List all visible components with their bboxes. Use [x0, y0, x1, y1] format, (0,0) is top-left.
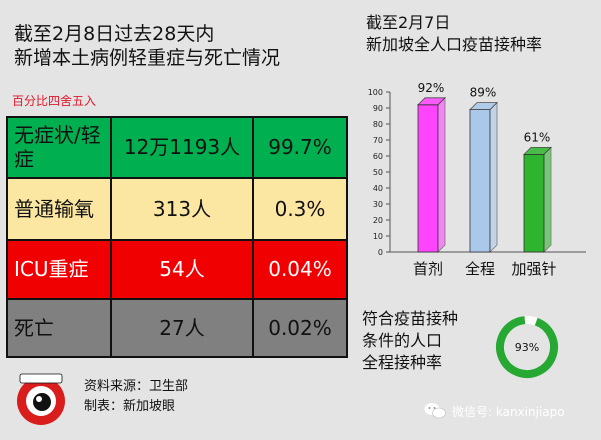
full-caption-line3: 全程接种率 — [362, 353, 443, 372]
donut-arc — [496, 316, 558, 378]
row-percent: 99.7% — [252, 116, 348, 179]
y-tick-label: 40 — [373, 184, 383, 193]
y-tick-label: 80 — [373, 120, 383, 129]
y-tick-label: 10 — [373, 232, 383, 241]
table-row-mild: 无症状/轻症 12万1193人 99.7% — [6, 116, 348, 179]
y-tick-label: 90 — [373, 104, 383, 113]
wechat-footer: 微信号: kanxinjiapo — [424, 402, 565, 420]
row-count: 313人 — [110, 176, 254, 242]
y-tick-label: 70 — [373, 136, 383, 145]
row-percent: 0.02% — [252, 297, 348, 358]
y-tick-label: 30 — [373, 200, 383, 209]
row-percent: 0.04% — [252, 239, 348, 300]
source-line: 资料来源：卫生部 — [84, 379, 189, 394]
bar-value-label: 89% — [470, 86, 497, 100]
right-title: 截至2月7日 新加坡全人口疫苗接种率 — [366, 12, 598, 56]
y-tick-label: 60 — [373, 152, 383, 161]
rounding-note: 百分比四舍五入 — [12, 94, 97, 108]
full-vaccination-caption: 符合疫苗接种 条件的人口 全程接种率 — [362, 308, 492, 374]
y-tick-label: 50 — [373, 168, 383, 177]
y-tick-label: 0 — [378, 248, 383, 257]
left-title: 截至2月8日过去28天内 新增本土病例轻重症与死亡情况 — [14, 22, 344, 70]
maker-line: 制表：新加坡眼 — [84, 399, 176, 414]
right-title-line1: 截至2月7日 — [366, 13, 451, 32]
wechat-icon — [424, 403, 446, 419]
bar-value-label: 92% — [418, 81, 445, 95]
bar-全程 — [469, 109, 491, 253]
row-count: 54人 — [110, 239, 254, 300]
full-vaccination-donut: 93% — [496, 316, 558, 378]
row-label: 无症状/轻症 — [6, 116, 112, 179]
case-severity-table: 无症状/轻症 12万1193人 99.7% 普通输氧 313人 0.3% ICU… — [6, 116, 348, 358]
left-title-line2: 新增本土病例轻重症与死亡情况 — [14, 47, 281, 69]
source-block: 资料来源：卫生部 制表：新加坡眼 — [84, 377, 188, 417]
category-label: 全程 — [465, 260, 495, 278]
bar-side-face — [437, 96, 446, 253]
right-title-line2: 新加坡全人口疫苗接种率 — [366, 35, 543, 54]
category-label: 加强针 — [511, 260, 556, 278]
row-count: 12万1193人 — [110, 116, 254, 179]
bar-首剂 — [417, 104, 439, 253]
donut-label: 93% — [515, 341, 539, 354]
row-label: 死亡 — [6, 297, 112, 358]
full-caption-line1: 符合疫苗接种 — [362, 309, 459, 328]
row-count: 27人 — [110, 297, 254, 358]
full-caption-line2: 条件的人口 — [362, 331, 443, 350]
row-label: 普通输氧 — [6, 176, 112, 242]
bar-side-face — [543, 146, 552, 253]
row-label: ICU重症 — [6, 239, 112, 300]
bar-value-label: 61% — [524, 130, 551, 144]
y-tick-label: 20 — [373, 216, 383, 225]
y-tick-label: 100 — [368, 88, 383, 97]
category-label: 首剂 — [413, 260, 443, 278]
left-title-line1: 截至2月8日过去28天内 — [14, 23, 215, 45]
row-percent: 0.3% — [252, 176, 348, 242]
table-row-icu: ICU重症 54人 0.04% — [6, 239, 348, 300]
bar-side-face — [489, 101, 498, 253]
brand-logo-icon — [17, 373, 65, 425]
table-row-oxygen: 普通输氧 313人 0.3% — [6, 176, 348, 242]
wechat-label: 微信号: kanxinjiapo — [452, 404, 565, 419]
vaccination-bar-chart: 0 10 20 30 40 50 60 70 80 90 100 92% 首剂 89% 全程 61% 加强针 — [368, 81, 586, 278]
table-row-death: 死亡 27人 0.02% — [6, 297, 348, 358]
bar-加强针 — [523, 154, 545, 253]
